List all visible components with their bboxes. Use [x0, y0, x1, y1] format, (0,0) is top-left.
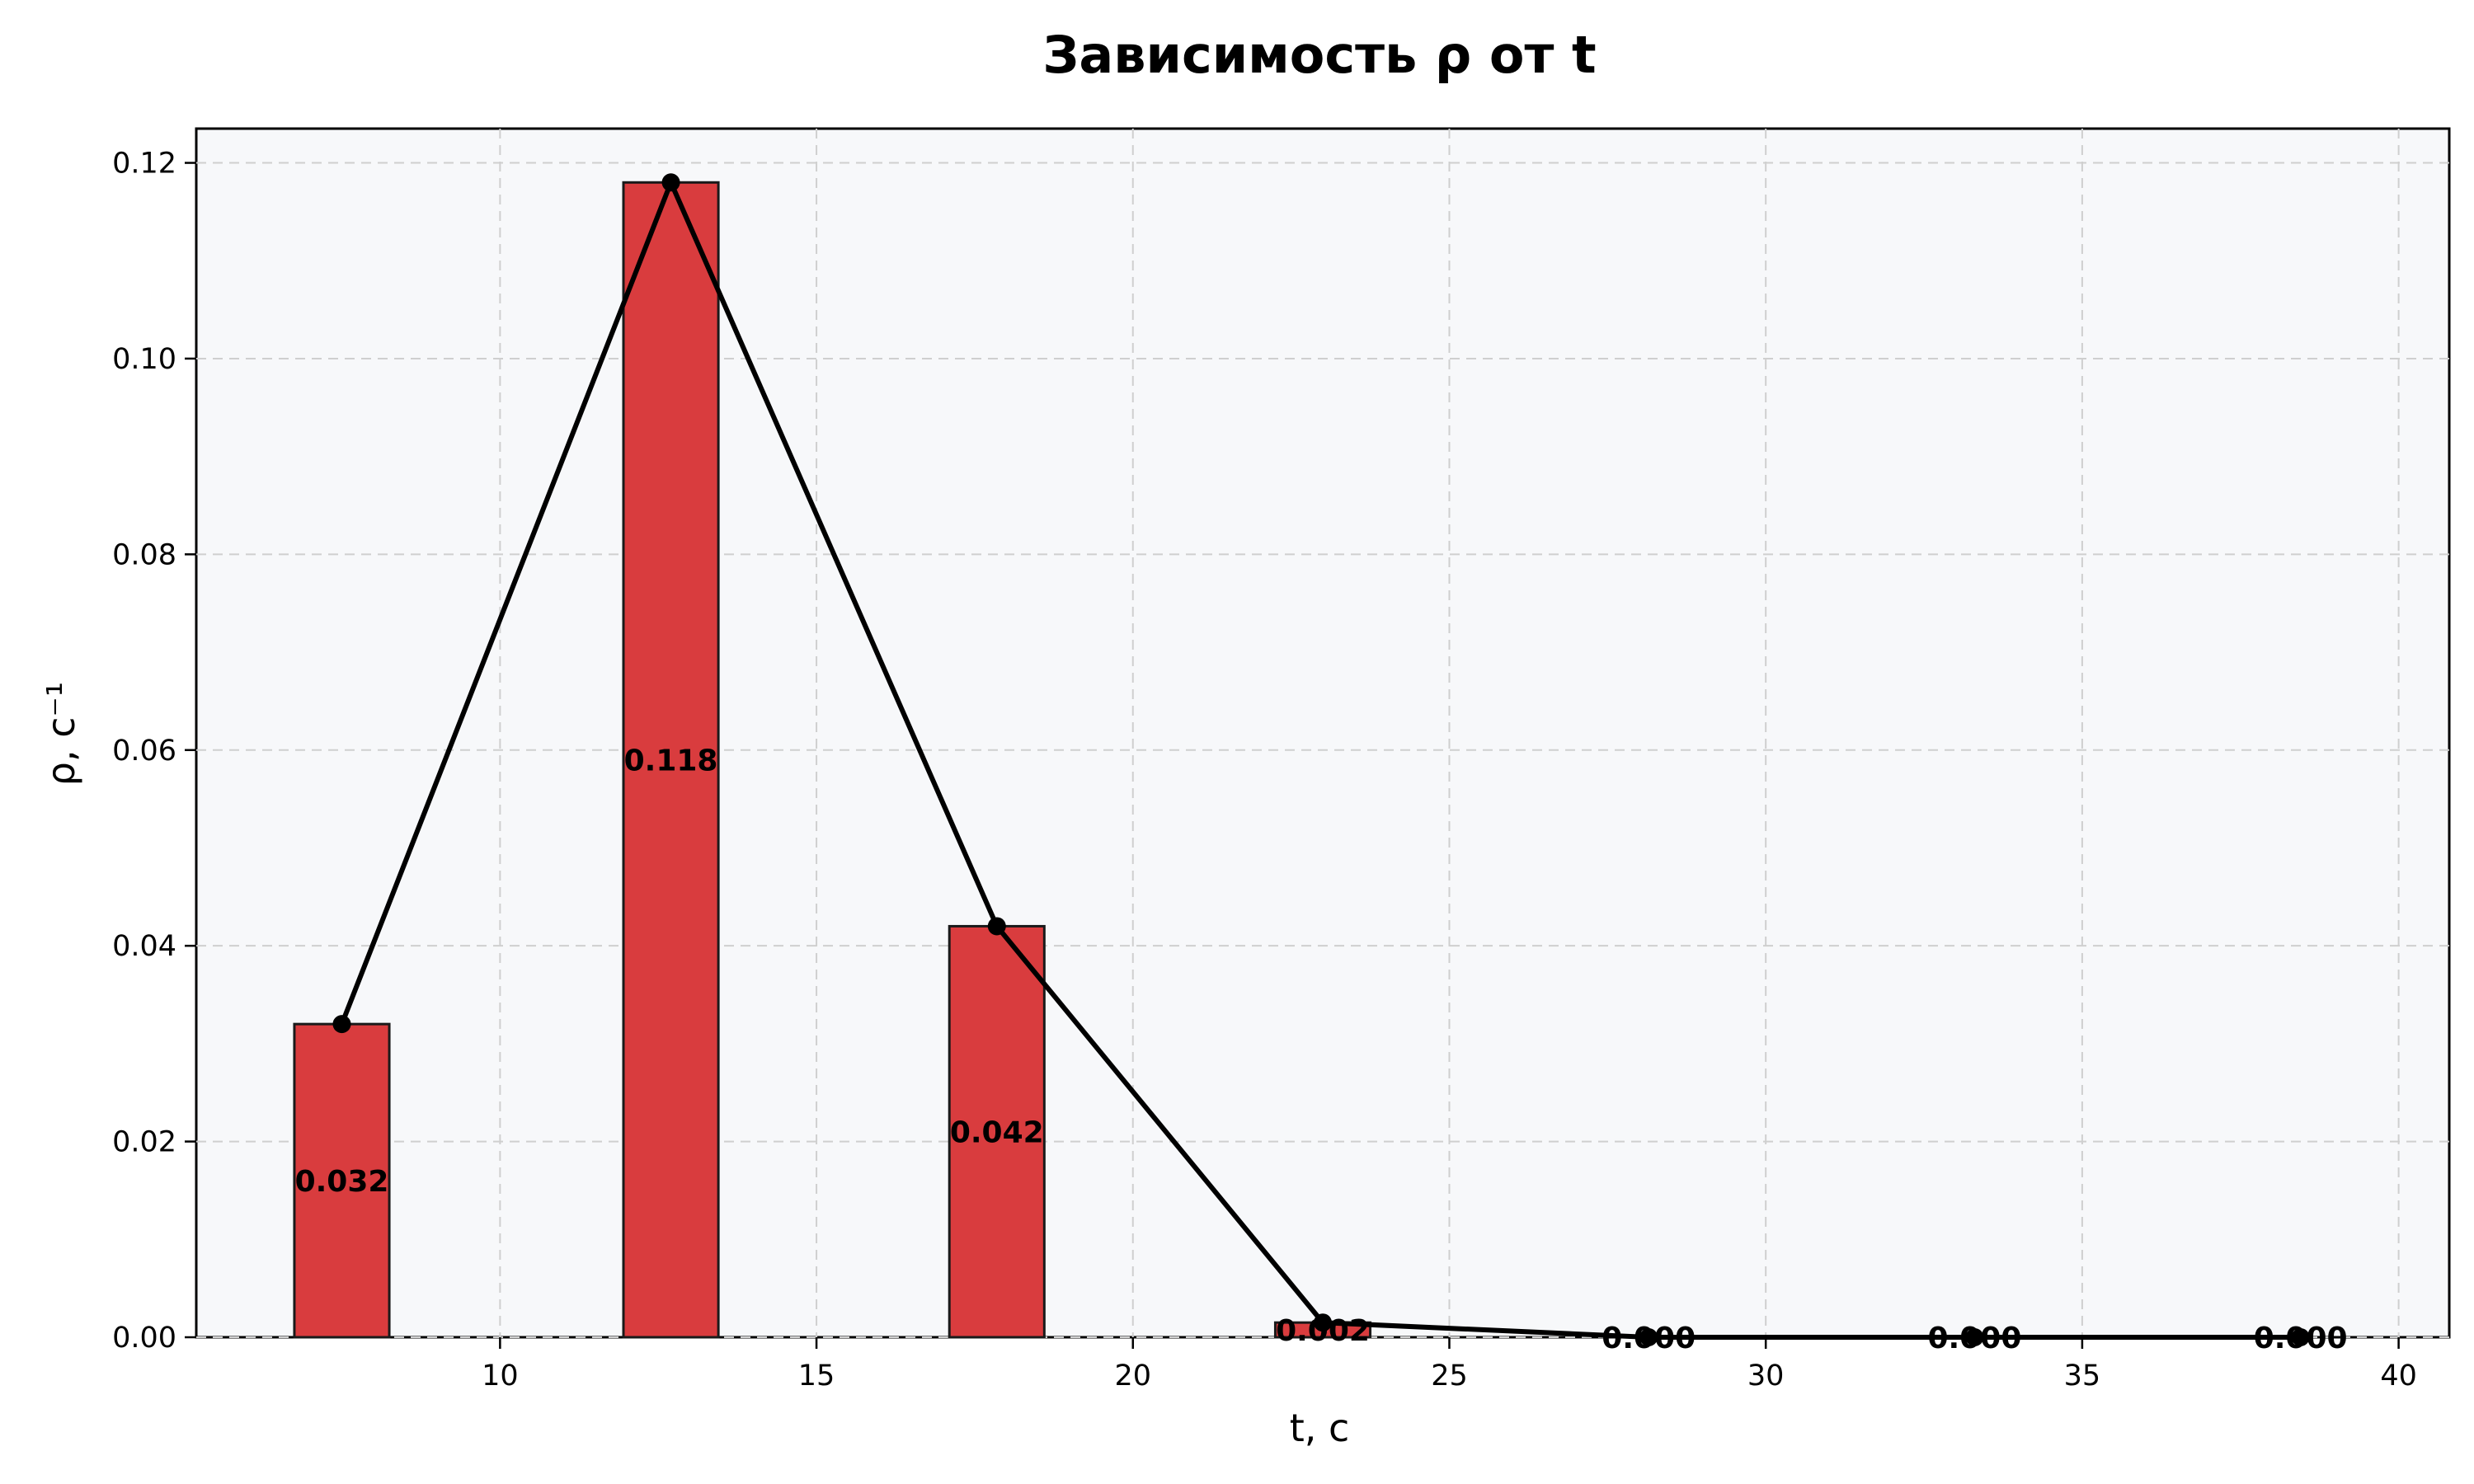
- data-point: [2291, 1328, 2310, 1346]
- bars: [293, 181, 1372, 1339]
- data-point: [1965, 1328, 1984, 1346]
- data-point: [1639, 1328, 1658, 1346]
- data-point: [332, 1015, 351, 1034]
- bar: [293, 1022, 391, 1339]
- x-tick-label: 35: [2064, 1360, 2101, 1392]
- y-axis-label: ρ, c⁻¹: [39, 682, 83, 786]
- y-tick-label: 0.04: [112, 930, 176, 963]
- x-axis: 10 15 20 25 30 35 40: [482, 1337, 2417, 1392]
- data-label: 0.002: [1276, 1314, 1370, 1348]
- line-layer: [332, 173, 2310, 1346]
- x-axis-label: t, c: [1290, 1406, 1350, 1450]
- data-label: 0.118: [624, 744, 718, 778]
- y-axis: 0.00 0.02 0.04 0.06 0.08 0.10 0.12: [112, 148, 196, 1355]
- x-tick-label: 25: [1431, 1360, 1468, 1392]
- x-tick-label: 10: [482, 1360, 519, 1392]
- chart-title: Зависимость ρ от t: [1042, 25, 1596, 85]
- y-tick-label: 0.02: [112, 1126, 176, 1159]
- data-labels: 0.032 0.118 0.042 0.002 0.000 0.000 0.000: [295, 744, 2348, 1355]
- y-tick-label: 0.08: [112, 538, 176, 571]
- data-point: [661, 173, 680, 192]
- x-tick-label: 30: [1747, 1360, 1785, 1392]
- bar: [948, 924, 1046, 1339]
- plot-area: [195, 127, 2451, 1339]
- y-tick-label: 0.00: [112, 1322, 176, 1355]
- bar: [622, 181, 720, 1339]
- data-label: 0.000: [2254, 1322, 2348, 1355]
- x-tick-label: 20: [1115, 1360, 1152, 1392]
- y-tick-label: 0.06: [112, 735, 176, 768]
- data-label: 0.000: [1928, 1322, 2022, 1355]
- x-tick-label: 15: [798, 1360, 835, 1392]
- data-label: 0.000: [1602, 1322, 1696, 1355]
- data-label: 0.032: [295, 1165, 389, 1199]
- data-point: [987, 917, 1006, 936]
- data-point: [1314, 1313, 1332, 1332]
- data-label: 0.042: [950, 1116, 1044, 1150]
- y-tick-label: 0.12: [112, 148, 176, 181]
- y-tick-label: 0.10: [112, 343, 176, 376]
- x-tick-label: 40: [2380, 1360, 2417, 1392]
